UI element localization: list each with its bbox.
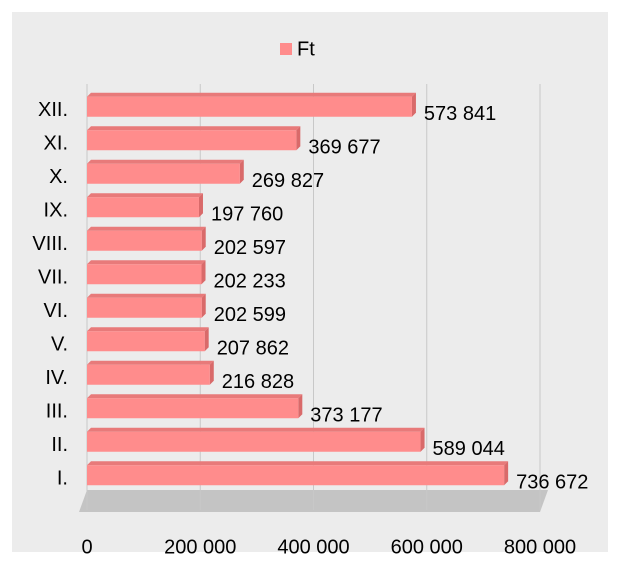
bar-end	[239, 159, 244, 184]
data-label: 202 599	[214, 304, 286, 326]
legend: Ft	[280, 38, 315, 60]
bar-top	[87, 427, 425, 432]
bar-end	[201, 226, 206, 251]
data-label: 216 828	[222, 371, 294, 393]
bar	[87, 96, 412, 117]
bar-end	[420, 427, 425, 452]
bar	[87, 331, 205, 352]
x-tick-label: 400 000	[277, 536, 349, 558]
data-label: 573 841	[424, 103, 496, 125]
x-tick-label: 800 000	[504, 536, 576, 558]
x-tick-label: 0	[81, 536, 92, 558]
bar-top	[87, 293, 206, 298]
bar-end	[201, 260, 206, 285]
data-label: 373 177	[310, 405, 382, 427]
bar-top	[87, 327, 209, 332]
data-label: 202 233	[214, 271, 286, 293]
bar	[87, 264, 202, 285]
bar-top	[87, 193, 203, 198]
bar-top	[87, 461, 509, 466]
bar-end	[504, 461, 509, 486]
bar-end	[296, 126, 301, 151]
bar-top	[87, 226, 206, 231]
y-tick-label: II.	[51, 434, 68, 456]
legend-swatch	[280, 43, 292, 55]
bar	[87, 364, 210, 385]
legend-label: Ft	[297, 38, 315, 60]
bar	[87, 465, 505, 486]
bar	[87, 431, 421, 452]
y-tick-label: III.	[46, 401, 68, 423]
bar	[87, 163, 240, 184]
bar-top	[87, 260, 206, 265]
y-tick-label: IX.	[44, 200, 68, 222]
bar-end	[204, 327, 209, 352]
bar-end	[201, 293, 206, 318]
bar	[87, 230, 202, 251]
bar	[87, 130, 297, 151]
y-tick-label: VII.	[38, 267, 68, 289]
bar-end	[411, 92, 416, 117]
y-tick-label: IV.	[45, 367, 68, 389]
y-tick-label: X.	[49, 166, 68, 188]
bar	[87, 297, 202, 318]
bar-top	[87, 92, 416, 97]
y-tick-label: XII.	[38, 99, 68, 121]
x-tick-label: 600 000	[391, 536, 463, 558]
data-label: 589 044	[433, 438, 505, 460]
y-tick-label: VIII.	[32, 233, 68, 255]
data-label: 202 597	[214, 237, 286, 259]
bar-top	[87, 360, 214, 365]
x-tick-label: 200 000	[164, 536, 236, 558]
data-label: 269 827	[252, 170, 324, 192]
bar	[87, 398, 299, 419]
bar-top	[87, 159, 244, 164]
y-tick-label: I.	[57, 468, 68, 490]
data-label: 736 672	[516, 472, 588, 494]
bar-top	[87, 394, 303, 399]
bar-end	[298, 394, 303, 419]
data-label: 197 760	[211, 204, 283, 226]
y-tick-label: VI.	[44, 300, 68, 322]
bar-top	[87, 126, 301, 131]
data-label: 207 862	[217, 338, 289, 360]
y-tick-label: XI.	[44, 133, 68, 155]
bar	[87, 197, 199, 218]
bar-end	[198, 193, 203, 218]
y-tick-label: V.	[51, 334, 68, 356]
bar-end	[209, 360, 214, 385]
data-label: 369 677	[308, 137, 380, 159]
